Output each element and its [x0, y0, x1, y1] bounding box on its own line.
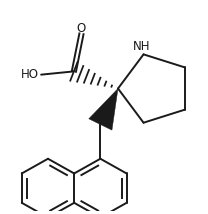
- Text: NH: NH: [133, 40, 150, 53]
- Text: O: O: [77, 22, 86, 35]
- Polygon shape: [89, 89, 118, 130]
- Text: HO: HO: [21, 68, 39, 81]
